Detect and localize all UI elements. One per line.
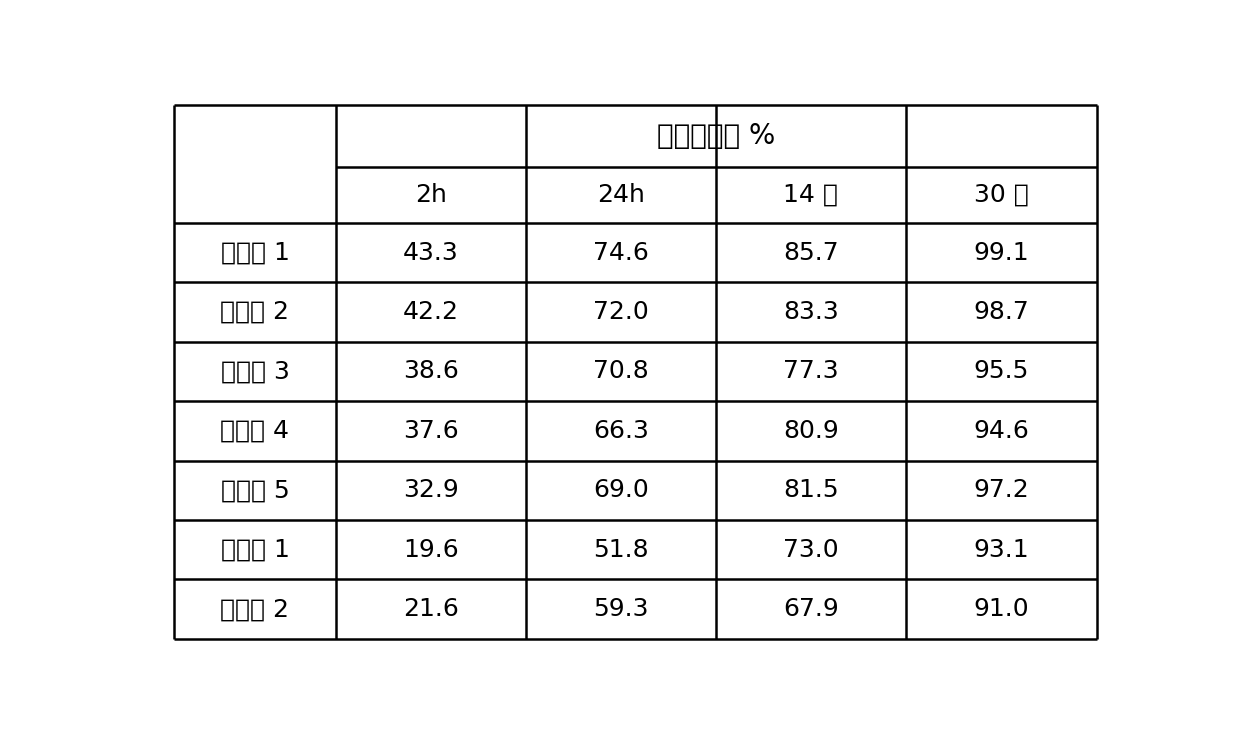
Text: 67.9: 67.9	[782, 597, 838, 621]
Text: 实施例 3: 实施例 3	[221, 360, 289, 383]
Text: 38.6: 38.6	[403, 360, 459, 383]
Text: 32.9: 32.9	[403, 478, 459, 503]
Text: 实施例 5: 实施例 5	[221, 478, 289, 503]
Text: 77.3: 77.3	[782, 360, 838, 383]
Text: 93.1: 93.1	[973, 538, 1029, 562]
Text: 24h: 24h	[596, 183, 645, 207]
Text: 30 天: 30 天	[973, 183, 1029, 207]
Text: 对比例 2: 对比例 2	[221, 597, 289, 621]
Text: 70.8: 70.8	[593, 360, 649, 383]
Text: 21.6: 21.6	[403, 597, 459, 621]
Text: 43.3: 43.3	[403, 240, 459, 265]
Text: 97.2: 97.2	[973, 478, 1029, 503]
Text: 69.0: 69.0	[593, 478, 649, 503]
Text: 94.6: 94.6	[973, 419, 1029, 443]
Text: 14 天: 14 天	[784, 183, 838, 207]
Text: 对比例 1: 对比例 1	[221, 538, 289, 562]
Text: 91.0: 91.0	[973, 597, 1029, 621]
Text: 85.7: 85.7	[782, 240, 838, 265]
Text: 37.6: 37.6	[403, 419, 459, 443]
Text: 甲醛净化率 %: 甲醛净化率 %	[657, 122, 775, 150]
Text: 19.6: 19.6	[403, 538, 459, 562]
Text: 80.9: 80.9	[782, 419, 838, 443]
Text: 95.5: 95.5	[973, 360, 1029, 383]
Text: 59.3: 59.3	[593, 597, 649, 621]
Text: 2h: 2h	[414, 183, 446, 207]
Text: 66.3: 66.3	[593, 419, 649, 443]
Text: 实施例 2: 实施例 2	[221, 300, 289, 324]
Text: 72.0: 72.0	[593, 300, 649, 324]
Text: 73.0: 73.0	[782, 538, 838, 562]
Text: 实施例 1: 实施例 1	[221, 240, 289, 265]
Text: 51.8: 51.8	[593, 538, 649, 562]
Text: 98.7: 98.7	[973, 300, 1029, 324]
Text: 81.5: 81.5	[782, 478, 838, 503]
Text: 实施例 4: 实施例 4	[221, 419, 289, 443]
Text: 74.6: 74.6	[593, 240, 649, 265]
Text: 42.2: 42.2	[403, 300, 459, 324]
Text: 99.1: 99.1	[973, 240, 1029, 265]
Text: 83.3: 83.3	[782, 300, 838, 324]
